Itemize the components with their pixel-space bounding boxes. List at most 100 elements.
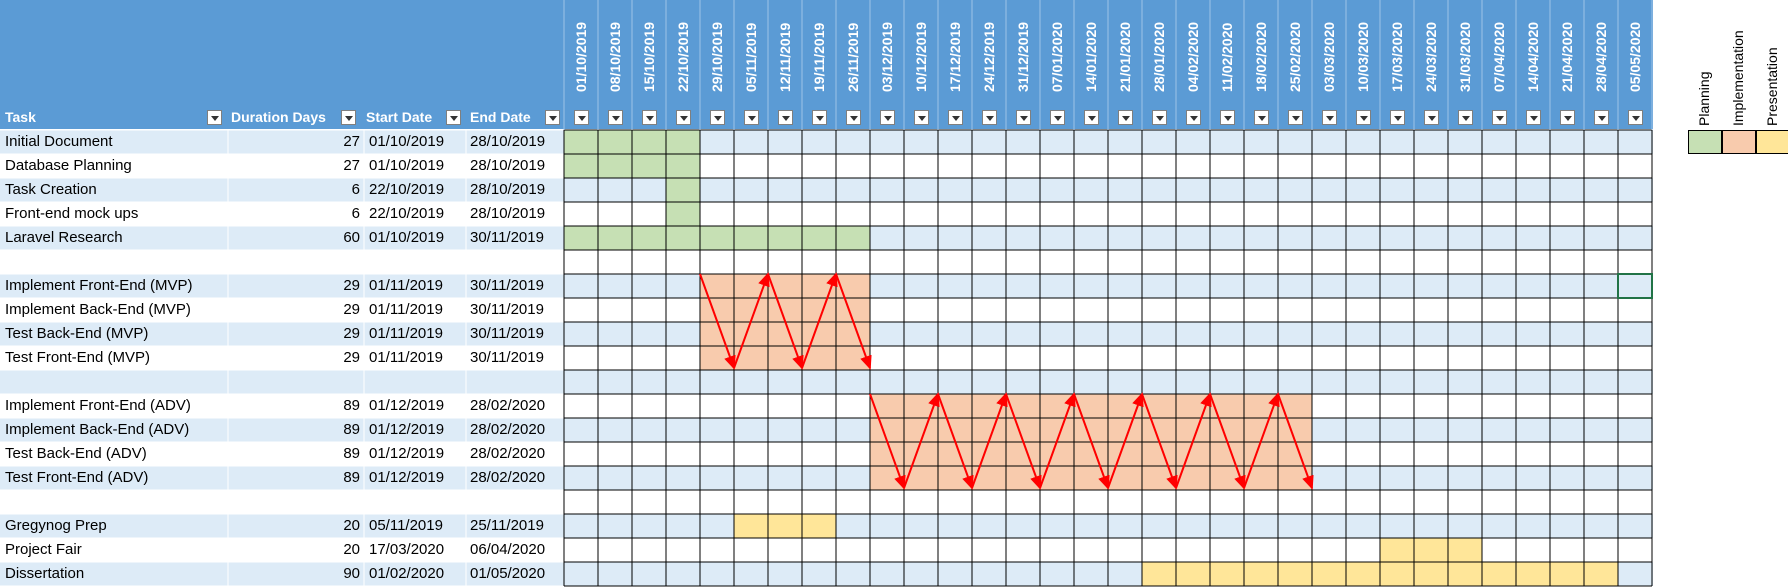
task-start-date[interactable]: 01/10/2019 xyxy=(369,133,445,150)
week-header[interactable]: 17/03/2020 xyxy=(1389,21,1405,92)
week-filter-button[interactable] xyxy=(1016,110,1031,125)
week-header[interactable]: 03/03/2020 xyxy=(1321,21,1337,92)
week-header[interactable]: 07/04/2020 xyxy=(1491,21,1507,92)
week-filter-button[interactable] xyxy=(1356,110,1371,125)
week-header[interactable]: 05/05/2020 xyxy=(1627,21,1643,92)
week-header[interactable]: 31/12/2019 xyxy=(1015,21,1031,92)
header-duration[interactable]: Duration Days xyxy=(231,109,326,125)
week-header[interactable]: 28/01/2020 xyxy=(1151,21,1167,92)
week-filter-button[interactable] xyxy=(1084,110,1099,125)
week-header[interactable]: 01/10/2019 xyxy=(573,21,589,92)
task-name[interactable]: Project Fair xyxy=(5,541,82,558)
task-name[interactable]: Initial Document xyxy=(5,133,113,150)
task-end-date[interactable]: 28/10/2019 xyxy=(470,133,546,150)
week-filter-button[interactable] xyxy=(1526,110,1541,125)
week-header[interactable]: 29/10/2019 xyxy=(709,21,725,92)
task-end-date[interactable]: 30/11/2019 xyxy=(470,349,544,366)
task-name[interactable]: Test Front-End (ADV) xyxy=(5,469,149,486)
week-filter-button[interactable] xyxy=(676,110,691,125)
task-start-date[interactable]: 22/10/2019 xyxy=(369,181,445,198)
week-header[interactable]: 11/02/2020 xyxy=(1219,22,1235,92)
week-filter-button[interactable] xyxy=(744,110,759,125)
task-end-date[interactable]: 30/11/2019 xyxy=(470,301,544,318)
week-filter-button[interactable] xyxy=(1458,110,1473,125)
week-header[interactable]: 10/03/2020 xyxy=(1355,21,1371,92)
week-header[interactable]: 15/10/2019 xyxy=(641,21,657,92)
task-duration[interactable]: 6 xyxy=(351,205,360,222)
task-start-date[interactable]: 01/11/2019 xyxy=(369,325,443,342)
week-filter-button[interactable] xyxy=(1594,110,1609,125)
task-name[interactable]: Implement Back-End (MVP) xyxy=(5,301,191,318)
task-end-date[interactable]: 28/02/2020 xyxy=(470,469,546,486)
week-filter-button[interactable] xyxy=(1254,110,1269,125)
week-header[interactable]: 31/03/2020 xyxy=(1457,21,1473,92)
week-filter-button[interactable] xyxy=(778,110,793,125)
week-filter-button[interactable] xyxy=(1220,110,1235,125)
task-name[interactable]: Task Creation xyxy=(5,181,97,198)
week-header[interactable]: 08/10/2019 xyxy=(607,21,623,92)
header-start-date[interactable]: Start Date xyxy=(366,109,433,125)
task-end-date[interactable]: 28/10/2019 xyxy=(470,157,546,174)
task-start-date[interactable]: 01/12/2019 xyxy=(369,397,445,414)
week-header[interactable]: 21/04/2020 xyxy=(1559,21,1575,92)
week-filter-button[interactable] xyxy=(880,110,895,125)
task-end-date[interactable]: 01/05/2020 xyxy=(470,565,546,582)
week-header[interactable]: 19/11/2019 xyxy=(811,22,827,92)
task-start-date[interactable]: 01/11/2019 xyxy=(369,349,443,366)
task-duration[interactable]: 29 xyxy=(343,277,360,294)
week-header[interactable]: 05/11/2019 xyxy=(743,22,759,92)
task-name[interactable]: Gregynog Prep xyxy=(5,517,107,534)
week-filter-button[interactable] xyxy=(948,110,963,125)
week-filter-button[interactable] xyxy=(846,110,861,125)
task-end-date[interactable]: 30/11/2019 xyxy=(470,277,544,294)
week-header[interactable]: 10/12/2019 xyxy=(913,21,929,92)
task-start-date[interactable]: 01/11/2019 xyxy=(369,277,443,294)
week-filter-button[interactable] xyxy=(574,110,589,125)
task-start-date[interactable]: 01/12/2019 xyxy=(369,445,445,462)
task-start-date[interactable]: 22/10/2019 xyxy=(369,205,445,222)
week-filter-button[interactable] xyxy=(1424,110,1439,125)
task-start-date[interactable]: 01/12/2019 xyxy=(369,469,445,486)
week-filter-button[interactable] xyxy=(982,110,997,125)
week-filter-button[interactable] xyxy=(1322,110,1337,125)
task-duration[interactable]: 60 xyxy=(343,229,360,246)
task-name[interactable]: Front-end mock ups xyxy=(5,205,139,222)
task-end-date[interactable]: 25/11/2019 xyxy=(470,517,544,534)
week-header[interactable]: 21/01/2020 xyxy=(1117,21,1133,92)
week-header[interactable]: 25/02/2020 xyxy=(1287,21,1303,92)
task-name[interactable]: Database Planning xyxy=(5,157,132,174)
week-header[interactable]: 22/10/2019 xyxy=(675,21,691,92)
filter-end-button[interactable] xyxy=(545,110,560,125)
week-filter-button[interactable] xyxy=(608,110,623,125)
task-start-date[interactable]: 17/03/2020 xyxy=(369,541,445,558)
task-name[interactable]: Dissertation xyxy=(5,565,85,582)
task-duration[interactable]: 29 xyxy=(343,325,360,342)
week-filter-button[interactable] xyxy=(1288,110,1303,125)
task-end-date[interactable]: 28/10/2019 xyxy=(470,205,546,222)
week-filter-button[interactable] xyxy=(710,110,725,125)
week-header[interactable]: 12/11/2019 xyxy=(777,22,793,92)
task-duration[interactable]: 90 xyxy=(343,565,360,582)
task-duration[interactable]: 20 xyxy=(343,517,360,534)
task-start-date[interactable]: 01/10/2019 xyxy=(369,229,445,246)
week-filter-button[interactable] xyxy=(1628,110,1643,125)
week-header[interactable]: 17/12/2019 xyxy=(947,21,963,92)
task-duration[interactable]: 89 xyxy=(343,445,360,462)
task-duration[interactable]: 27 xyxy=(343,133,360,150)
week-filter-button[interactable] xyxy=(1152,110,1167,125)
week-header[interactable]: 18/02/2020 xyxy=(1253,21,1269,92)
week-header[interactable]: 07/01/2020 xyxy=(1049,21,1065,92)
task-end-date[interactable]: 28/02/2020 xyxy=(470,421,546,438)
task-name[interactable]: Implement Front-End (ADV) xyxy=(5,397,191,414)
task-name[interactable]: Test Front-End (MVP) xyxy=(5,349,151,366)
week-filter-button[interactable] xyxy=(1390,110,1405,125)
task-end-date[interactable]: 28/10/2019 xyxy=(470,181,546,198)
week-filter-button[interactable] xyxy=(1050,110,1065,125)
filter-start-button[interactable] xyxy=(446,110,461,125)
week-header[interactable]: 04/02/2020 xyxy=(1185,21,1201,92)
task-name[interactable]: Test Back-End (ADV) xyxy=(5,445,147,462)
task-end-date[interactable]: 30/11/2019 xyxy=(470,229,544,246)
week-header[interactable]: 24/03/2020 xyxy=(1423,21,1439,92)
task-duration[interactable]: 29 xyxy=(343,301,360,318)
task-start-date[interactable]: 01/11/2019 xyxy=(369,301,443,318)
